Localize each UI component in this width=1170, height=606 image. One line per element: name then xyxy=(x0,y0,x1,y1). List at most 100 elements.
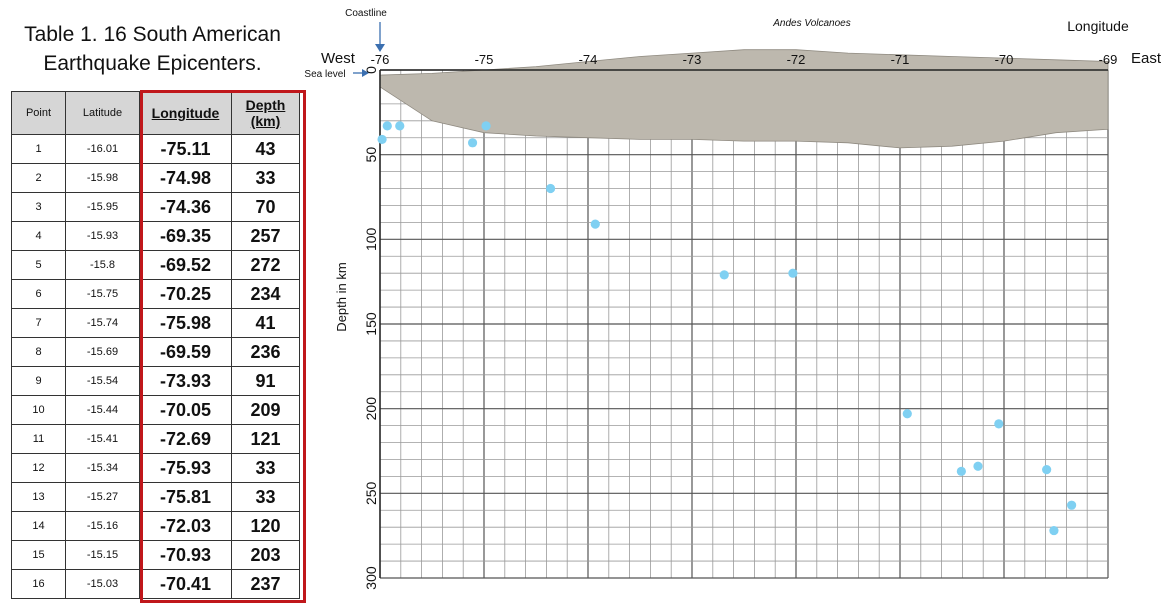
longitude-label: Longitude xyxy=(1067,18,1129,34)
table-row: 4 -15.93 -69.35 257 xyxy=(11,221,300,251)
epicenter-point xyxy=(719,270,729,280)
cell-point: 15 xyxy=(11,540,66,570)
cell-depth: 121 xyxy=(231,424,300,454)
header-depth-line1: Depth xyxy=(245,97,286,113)
x-tick-label: -72 xyxy=(787,52,806,67)
cell-point: 16 xyxy=(11,569,66,599)
x-tick-label: -76 xyxy=(371,52,390,67)
cell-longitude: -75.98 xyxy=(139,308,232,338)
header-latitude: Latitude xyxy=(65,91,140,135)
cell-latitude: -15.54 xyxy=(65,366,140,396)
table-row: 9 -15.54 -73.93 91 xyxy=(11,366,300,396)
table-title: Table 1. 16 South American Earthquake Ep… xyxy=(0,20,305,78)
cell-latitude: -15.03 xyxy=(65,569,140,599)
cell-depth: 236 xyxy=(231,337,300,367)
epicenter-point xyxy=(545,183,556,194)
table-title-line1: Table 1. 16 South American xyxy=(24,23,281,46)
y-tick-label: 100 xyxy=(363,227,379,251)
cell-latitude: -15.74 xyxy=(65,308,140,338)
cell-point: 1 xyxy=(11,134,66,164)
cell-depth: 43 xyxy=(231,134,300,164)
cell-depth: 33 xyxy=(231,482,300,512)
epicenter-point xyxy=(382,121,392,131)
x-tick-label: -74 xyxy=(579,52,598,67)
x-tick-label: -70 xyxy=(995,52,1014,67)
x-tick-label: -71 xyxy=(891,52,910,67)
epicenter-point xyxy=(1067,500,1077,510)
header-point: Point xyxy=(11,91,66,135)
x-tick-label: -73 xyxy=(683,52,702,67)
epicenter-point xyxy=(788,268,798,278)
cell-longitude: -70.05 xyxy=(139,395,232,425)
y-tick-label: 150 xyxy=(363,312,379,336)
cell-latitude: -15.34 xyxy=(65,453,140,483)
table-row: 2 -15.98 -74.98 33 xyxy=(11,163,300,193)
cell-longitude: -69.35 xyxy=(139,221,232,251)
x-tick-label: -75 xyxy=(475,52,494,67)
cell-longitude: -69.59 xyxy=(139,337,232,367)
cell-depth: 70 xyxy=(231,192,300,222)
coastline-arrowhead-icon xyxy=(375,44,385,52)
west-label: West xyxy=(321,50,356,67)
cell-latitude: -15.93 xyxy=(65,221,140,251)
table-row: 8 -15.69 -69.59 236 xyxy=(11,337,300,367)
east-label: East xyxy=(1131,50,1162,67)
epicenter-point xyxy=(1049,525,1059,536)
table-header-row: Point Latitude Longitude Depth (km) xyxy=(11,91,300,135)
header-depth: Depth (km) xyxy=(231,91,300,135)
y-tick-label: 50 xyxy=(363,147,379,163)
cell-depth: 41 xyxy=(231,308,300,338)
cell-point: 6 xyxy=(11,279,66,309)
cell-latitude: -15.98 xyxy=(65,163,140,193)
cell-depth: 91 xyxy=(231,366,300,396)
cell-depth: 209 xyxy=(231,395,300,425)
cell-longitude: -74.98 xyxy=(139,163,232,193)
epicenter-point xyxy=(956,466,966,476)
coastline-label: Coastline xyxy=(345,8,387,19)
y-tick-label: 300 xyxy=(363,566,379,590)
epicenter-point xyxy=(973,461,983,471)
epicenter-point xyxy=(902,409,912,419)
cell-latitude: -15.75 xyxy=(65,279,140,309)
cell-latitude: -16.01 xyxy=(65,134,140,164)
cell-point: 14 xyxy=(11,511,66,541)
andes-terrain xyxy=(379,49,1109,149)
epicenter-point xyxy=(1042,465,1052,475)
cell-latitude: -15.8 xyxy=(65,250,140,280)
cell-depth: 237 xyxy=(231,569,300,599)
volcanoes-label: Andes Volcanoes xyxy=(772,18,850,29)
table-row: 1 -16.01 -75.11 43 xyxy=(11,134,300,164)
cell-point: 8 xyxy=(11,337,66,367)
axes xyxy=(353,22,1108,578)
table-row: 16 -15.03 -70.41 237 xyxy=(11,569,300,599)
cell-depth: 203 xyxy=(231,540,300,570)
cell-latitude: -15.44 xyxy=(65,395,140,425)
x-tick-label: -69 xyxy=(1099,52,1118,67)
cell-depth: 234 xyxy=(231,279,300,309)
header-depth-line2: (km) xyxy=(250,113,281,129)
table-title-line2: Earthquake Epicenters. xyxy=(43,52,262,75)
table-body: 1 -16.01 -75.11 43 2 -15.98 -74.98 33 3 -15.95 -74… xyxy=(11,134,300,599)
y-tick-label: 250 xyxy=(363,481,379,505)
cell-longitude: -75.11 xyxy=(139,134,232,164)
chart-labels: -76 -75 -74 -73 -72 -71 -70 -69 0 50 100 150 200 250 3… xyxy=(304,8,1161,590)
terrain xyxy=(379,49,1109,149)
y-tick-label: 0 xyxy=(363,66,379,74)
data-points xyxy=(377,121,1077,536)
cell-longitude: -75.81 xyxy=(139,482,232,512)
cell-depth: 33 xyxy=(231,163,300,193)
table-row: 6 -15.75 -70.25 234 xyxy=(11,279,300,309)
epicenter-point xyxy=(590,219,600,229)
cell-longitude: -70.25 xyxy=(139,279,232,309)
table-row: 15 -15.15 -70.93 203 xyxy=(11,540,300,570)
y-axis-title: Depth in km xyxy=(334,262,349,331)
cell-point: 12 xyxy=(11,453,66,483)
table-row: 5 -15.8 -69.52 272 xyxy=(11,250,300,280)
y-tick-label: 200 xyxy=(363,397,379,421)
epicenter-point xyxy=(994,419,1004,429)
sea-level-arrowhead-icon xyxy=(362,69,369,77)
sea-level-label: Sea level xyxy=(304,69,345,80)
cell-depth: 272 xyxy=(231,250,300,280)
epicenter-point xyxy=(395,121,405,131)
